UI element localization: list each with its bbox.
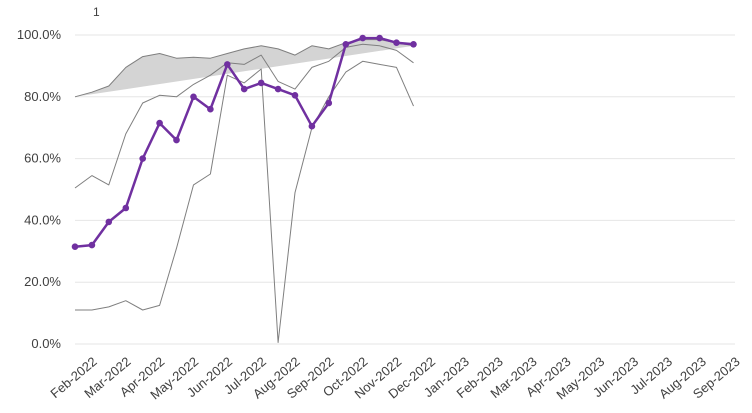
main-series-point [156, 119, 163, 127]
main-series-point [359, 34, 367, 42]
main-series-point [291, 92, 299, 99]
y-axis-tick-labels: 0.0% 20.0% 40.0% 60.0% 80.0% 100.0% [17, 27, 62, 351]
x-axis-tick-labels: Feb-2022Mar-2022Apr-2022May-2022Jun-2022… [47, 354, 742, 403]
main-series-points [71, 34, 417, 250]
main-series-point [224, 61, 231, 68]
main-series-point [88, 241, 96, 249]
main-series-point [240, 85, 248, 93]
main-series-point [71, 243, 79, 250]
main-series-point [122, 204, 130, 212]
y-tick-label: 40.0% [24, 212, 61, 227]
top-label: 1 [93, 5, 100, 19]
series-line-lower [75, 60, 414, 343]
main-series-point [325, 99, 333, 107]
series-line-upper [74, 43, 414, 189]
gridlines [75, 34, 735, 345]
main-series-point [393, 39, 400, 46]
main-series-point [105, 218, 113, 226]
main-series-point [376, 34, 383, 42]
y-tick-label: 20.0% [24, 274, 61, 289]
main-series-point [139, 155, 146, 162]
main-series-point [257, 79, 265, 87]
y-tick-label: 80.0% [24, 89, 61, 104]
main-series-point [173, 136, 180, 144]
y-tick-label: 60.0% [24, 151, 61, 166]
main-series-point [190, 93, 197, 101]
main-series-point [308, 122, 316, 130]
main-series-point [207, 105, 214, 113]
main-series-point [342, 41, 350, 48]
main-series-point [410, 41, 417, 48]
y-tick-label: 0.0% [31, 336, 61, 351]
y-tick-label: 100.0% [17, 27, 62, 42]
main-series-point [274, 85, 282, 93]
